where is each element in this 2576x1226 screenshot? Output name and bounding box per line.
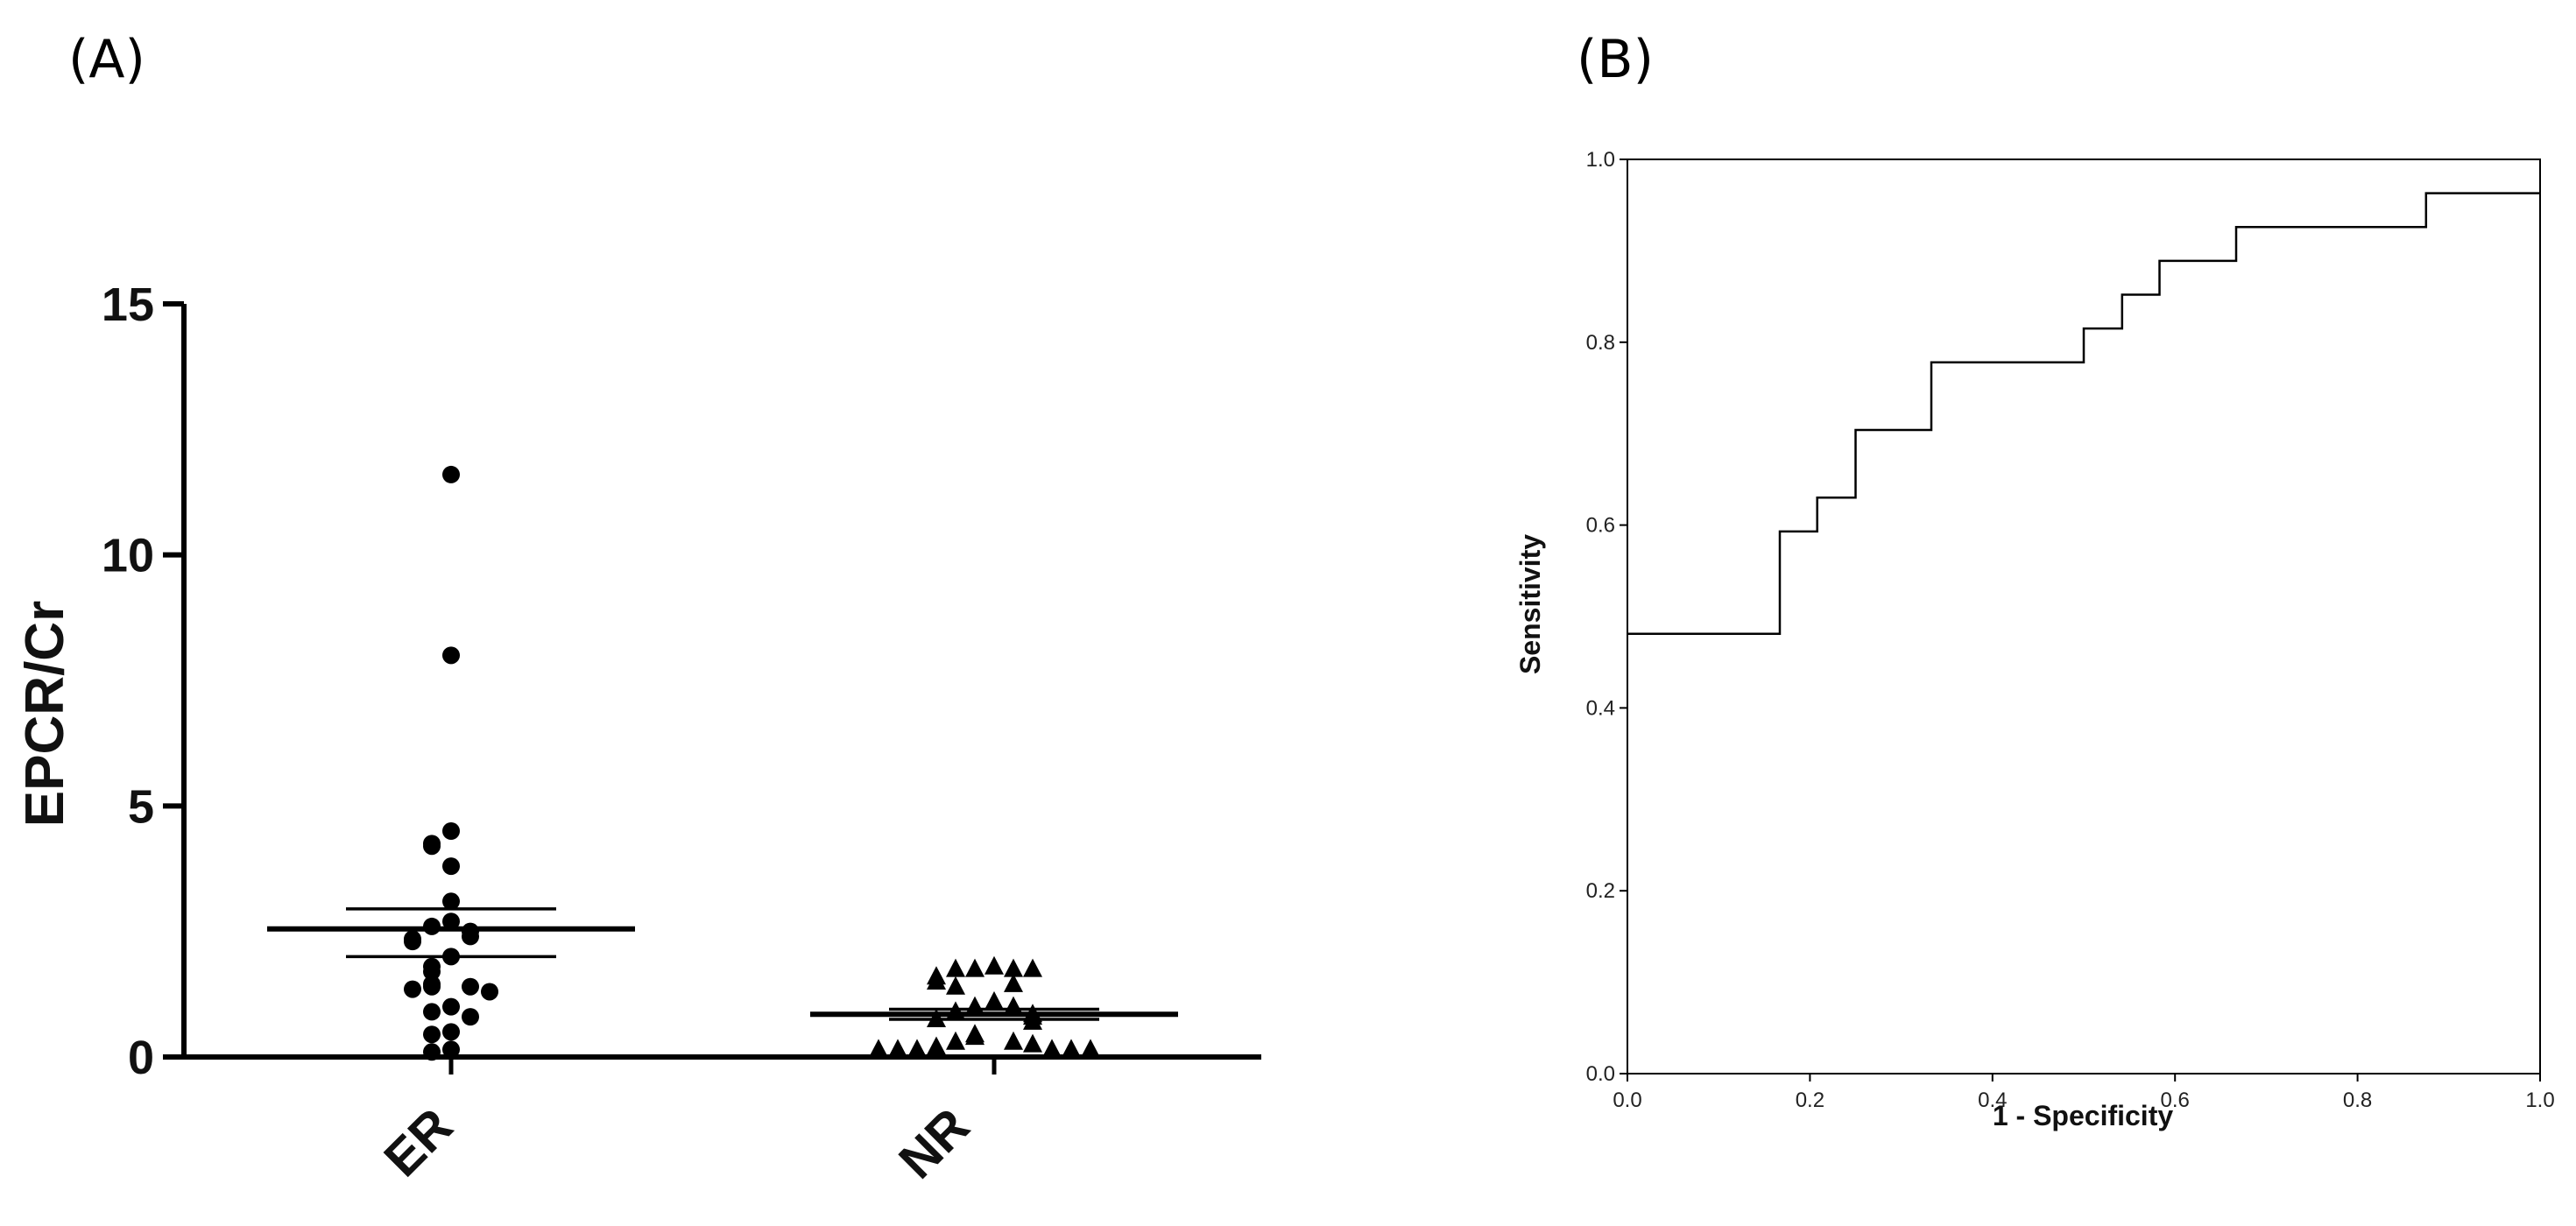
panel-a-data-point xyxy=(946,958,965,977)
panel-a-category-label: NR xyxy=(888,1097,980,1189)
panel-b-y-tick-label: 0.0 xyxy=(1586,1062,1615,1086)
panel-a-scatter-plot: EPCR/Cr 0 5 10 15 ER NR xyxy=(15,278,1261,1189)
panel-b-x-tick-label: 0.2 xyxy=(1796,1089,1824,1112)
panel-b-x-tick-label: 1.0 xyxy=(2525,1089,2554,1112)
panel-b-x-tick-label: 0.0 xyxy=(1613,1089,1641,1112)
panel-a-data-point xyxy=(888,1039,907,1058)
panel-a-data-point xyxy=(927,1039,946,1058)
panel-a-data-point xyxy=(423,1043,441,1061)
panel-a-data-point xyxy=(462,1008,479,1026)
panel-a-data-point xyxy=(404,980,421,998)
panel-a-y-tick-label: 15 xyxy=(102,278,154,331)
panel-a-data-point xyxy=(442,997,460,1016)
panel-a-data-point xyxy=(927,971,946,990)
panel-a-data-point xyxy=(1004,958,1023,977)
panel-a-data-point xyxy=(423,1003,441,1021)
panel-a-data-point xyxy=(1062,1039,1081,1058)
panel-a-data-point xyxy=(1023,1033,1042,1053)
panel-a-data-point xyxy=(1081,1039,1100,1058)
panel-a-data-point xyxy=(442,1023,460,1041)
panel-a-data-point xyxy=(442,646,460,665)
panel-a-data-point xyxy=(462,977,479,996)
panel-a-data-point xyxy=(423,837,441,856)
panel-b-y-tick-label: 0.8 xyxy=(1586,331,1615,355)
panel-a-data-point xyxy=(481,983,498,1001)
panel-b-y-tick-label: 0.4 xyxy=(1586,696,1615,720)
panel-b-x-axis-label: 1 - Specificity xyxy=(1993,1100,2174,1131)
panel-a-y-tick-label: 0 xyxy=(128,1032,154,1084)
panel-a-data-point xyxy=(965,1026,985,1046)
panel-a-y-tick-label: 5 xyxy=(128,780,154,833)
panel-b-y-tick-label: 1.0 xyxy=(1586,148,1615,172)
panel-a-data-point xyxy=(946,976,965,995)
panel-a-data-point xyxy=(985,990,1004,1010)
panel-a-data-point xyxy=(1023,958,1042,977)
panel-a-data-point xyxy=(946,1031,965,1050)
panel-a-data-point xyxy=(965,958,985,977)
panel-a-category-label: ER xyxy=(373,1097,463,1187)
panel-a-data-point xyxy=(423,977,441,996)
panel-a-data-point xyxy=(1004,973,1023,992)
panel-a-y-axis-label: EPCR/Cr xyxy=(15,601,75,827)
panel-b-x-tick-label: 0.6 xyxy=(2161,1089,2190,1112)
panel-a-y-tick-label: 10 xyxy=(102,530,154,582)
panel-a-data-point xyxy=(442,912,460,931)
panel-b-plot-frame xyxy=(1627,159,2541,1075)
panel-a-data-point xyxy=(442,857,460,876)
panel-a-data-point xyxy=(1042,1039,1062,1058)
panel-a-data-point xyxy=(907,1039,927,1058)
panel-b-y-axis-label: Sensitivity xyxy=(1514,534,1546,674)
panel-a-label: (A) xyxy=(68,29,145,90)
panel-b-y-tick-label: 0.2 xyxy=(1586,879,1615,903)
panel-a-data-point xyxy=(442,822,460,840)
panel-b-roc-line xyxy=(1627,192,2540,636)
panel-b-x-tick-label: 0.8 xyxy=(2343,1089,2372,1112)
panel-a-data-point xyxy=(462,927,479,946)
panel-b-roc-curve: 1 - Specificity Sensitivity 0.0 0.2 0.4 0.6… xyxy=(1514,148,2555,1131)
panel-a-data-point xyxy=(985,955,1004,975)
panel-a-data-point xyxy=(1004,1031,1023,1050)
panel-a-data-point xyxy=(442,1040,460,1059)
panel-a-data-point xyxy=(423,962,441,981)
panel-a-data-point xyxy=(423,1025,441,1044)
panel-a-data-point xyxy=(869,1039,888,1058)
panel-b-label: (B) xyxy=(1577,29,1654,90)
panel-b-x-tick-label: 0.4 xyxy=(1978,1089,2007,1112)
panel-a-data-point xyxy=(442,465,460,483)
panel-b-y-tick-label: 0.6 xyxy=(1586,514,1615,538)
panel-a-data-point xyxy=(404,933,421,951)
panel-a-data-point xyxy=(442,892,460,911)
